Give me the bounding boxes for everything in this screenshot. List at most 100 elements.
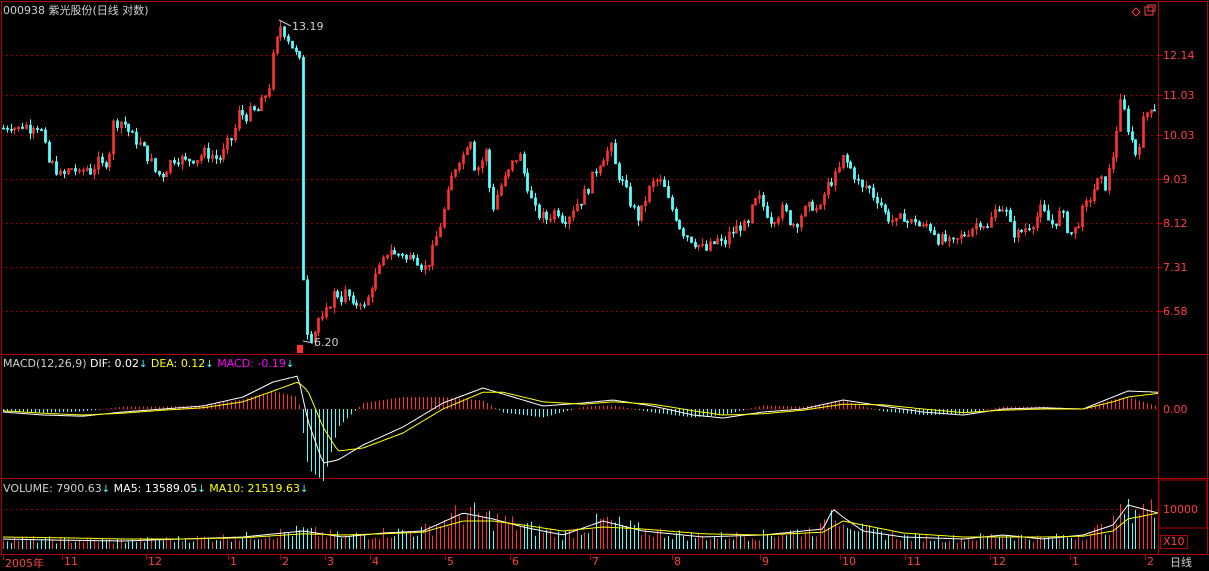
candle-body <box>420 264 423 270</box>
candle-body <box>431 244 434 266</box>
candle-body <box>1112 156 1115 169</box>
low-price-label: 6.20 <box>314 336 339 349</box>
candle-body <box>838 167 841 173</box>
candle-body <box>390 250 393 256</box>
candle-body <box>948 237 951 242</box>
candle-body <box>492 187 495 210</box>
low-price-marker: 6.20 <box>302 336 339 349</box>
candle-body <box>743 220 746 231</box>
candle-body <box>1020 229 1023 233</box>
candle-body <box>348 289 351 297</box>
candle-body <box>10 128 13 131</box>
candle-body <box>67 168 70 175</box>
candle-body <box>595 171 598 174</box>
candle-body <box>63 171 66 175</box>
candle-body <box>150 158 153 162</box>
volume-ma-lines <box>2 504 1159 542</box>
ma5-value: 13589.05 <box>144 482 198 495</box>
candle-body <box>1051 219 1054 225</box>
candle-body <box>663 179 666 187</box>
candle-body <box>1134 139 1137 155</box>
candle-body <box>200 155 203 161</box>
candle-body <box>1115 130 1118 158</box>
candle-body <box>124 121 127 125</box>
candle-body <box>36 128 39 131</box>
ma10-down-arrow-icon: ↓ <box>300 484 309 495</box>
candle-body <box>325 307 328 318</box>
candle-body <box>1009 209 1012 222</box>
candle-body <box>534 197 537 206</box>
candle-body <box>181 156 184 165</box>
candle-body <box>515 160 518 162</box>
candle-body <box>751 204 754 224</box>
window-controls[interactable] <box>1131 4 1156 17</box>
candle-body <box>1138 146 1141 155</box>
candle-body <box>1142 116 1145 148</box>
candle-body <box>207 147 210 159</box>
candle-body <box>1070 232 1073 234</box>
price-tick-label: 12.14 <box>1163 48 1195 62</box>
candle-body <box>40 129 43 132</box>
candle-body <box>690 236 693 243</box>
candle-body <box>78 169 81 172</box>
candle-body <box>602 160 605 167</box>
dif-value: 0.02 <box>114 357 139 370</box>
candle-body <box>606 150 609 162</box>
candle-body <box>796 224 799 228</box>
candle-body <box>203 147 206 157</box>
candle-body <box>238 110 241 129</box>
volume-header: VOLUME: 7900.63↓ MA5: 13589.05↓ MA10: 21… <box>3 482 308 496</box>
candle-body <box>59 171 62 175</box>
candle-body <box>401 253 404 256</box>
candle-body <box>1153 109 1156 112</box>
candle-body <box>564 221 567 225</box>
time-axis-label: 8 <box>674 555 681 568</box>
candle-body <box>1066 211 1069 233</box>
candle-body <box>747 220 750 224</box>
time-axis-label: 12 <box>148 555 162 568</box>
candle-body <box>86 168 89 171</box>
candle-body <box>317 318 320 333</box>
event-marker-s[interactable] <box>297 345 303 353</box>
candle-body <box>941 234 944 245</box>
candle-body <box>971 228 974 236</box>
time-axis-label: 9 <box>762 555 769 568</box>
candle-body <box>13 128 16 131</box>
candle-body <box>545 211 548 220</box>
restore-icon-back <box>1147 4 1156 12</box>
diamond-icon[interactable] <box>1131 7 1141 17</box>
candle-body <box>450 175 453 191</box>
candle-body <box>918 221 921 227</box>
candle-body <box>177 162 180 165</box>
candle-body <box>804 206 807 217</box>
candle-body <box>633 205 636 208</box>
macd-value: -0.19 <box>257 357 286 370</box>
period-label[interactable]: 日线 <box>1170 556 1192 569</box>
time-axis-label: 4 <box>372 555 379 568</box>
candle-body <box>249 106 252 122</box>
candle-body <box>857 178 860 181</box>
candle-body <box>363 304 366 307</box>
candle-body <box>868 185 871 189</box>
candle-body <box>762 195 765 207</box>
candle-body <box>29 124 32 134</box>
candle-body <box>967 235 970 237</box>
candle-body <box>891 220 894 223</box>
candle-body <box>219 157 222 160</box>
candle-body <box>276 36 279 54</box>
candle-body <box>591 171 594 194</box>
candle-body <box>618 163 621 180</box>
volume-bars <box>3 499 1155 549</box>
candle-body <box>523 153 526 174</box>
candle-body <box>1146 112 1149 118</box>
candle-body <box>504 175 507 187</box>
candle-body <box>120 121 123 128</box>
candle-body <box>340 296 343 303</box>
candle-body <box>439 226 442 238</box>
candle-body <box>1062 210 1065 213</box>
candle-body <box>89 168 92 175</box>
ma10-value: 21519.63 <box>247 482 301 495</box>
candle-body <box>1039 204 1042 218</box>
candle-body <box>777 217 780 224</box>
